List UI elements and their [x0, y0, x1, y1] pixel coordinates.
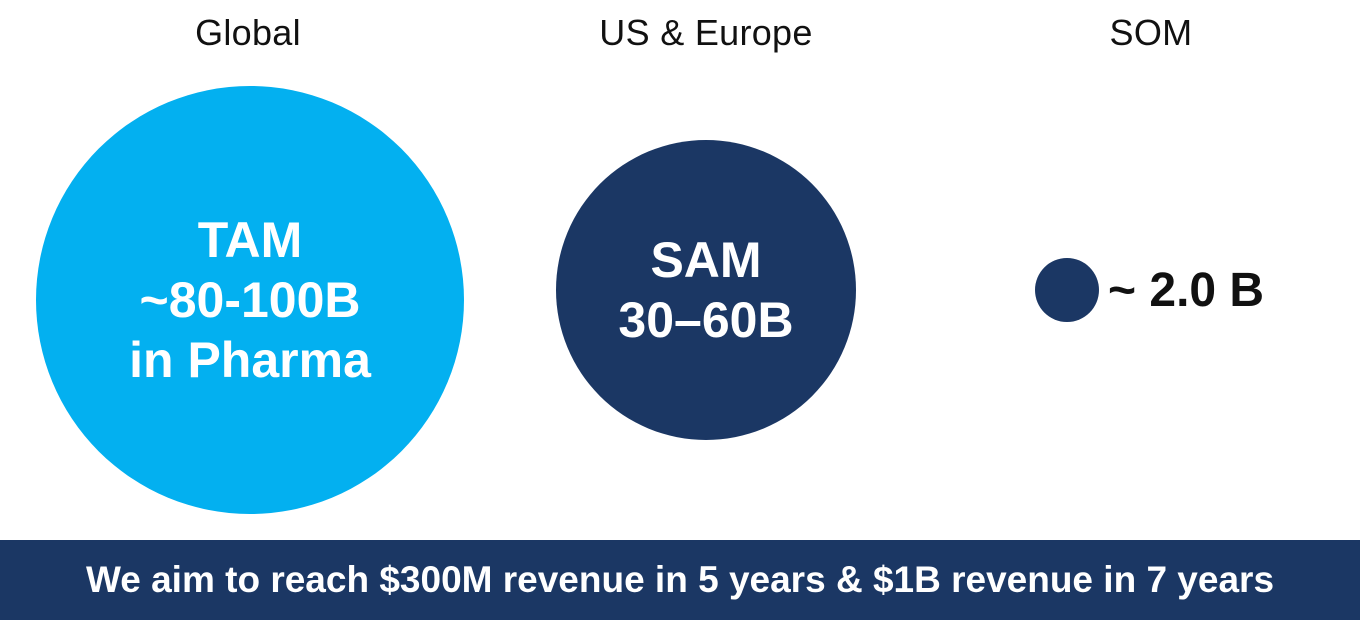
- revenue-goal-text: We aim to reach $300M revenue in 5 years…: [85, 559, 1275, 600]
- revenue-goal-banner: We aim to reach $300M revenue in 5 years…: [0, 540, 1360, 620]
- som-value: ~ 2.0 B: [1108, 264, 1265, 317]
- us-europe-label: US & Europe: [599, 12, 813, 53]
- global-label: Global: [195, 12, 301, 53]
- tam-value: ~80-100B: [139, 272, 361, 328]
- sam-title: SAM: [650, 232, 762, 288]
- som-label: SOM: [1109, 12, 1193, 53]
- tam-circle: TAM ~80-100B in Pharma: [36, 86, 464, 514]
- tam-segment: in Pharma: [129, 332, 371, 388]
- tam-title: TAM: [197, 212, 303, 268]
- sam-circle: SAM 30–60B: [556, 140, 856, 440]
- som-circle: [1035, 258, 1099, 322]
- sam-value: 30–60B: [618, 292, 794, 348]
